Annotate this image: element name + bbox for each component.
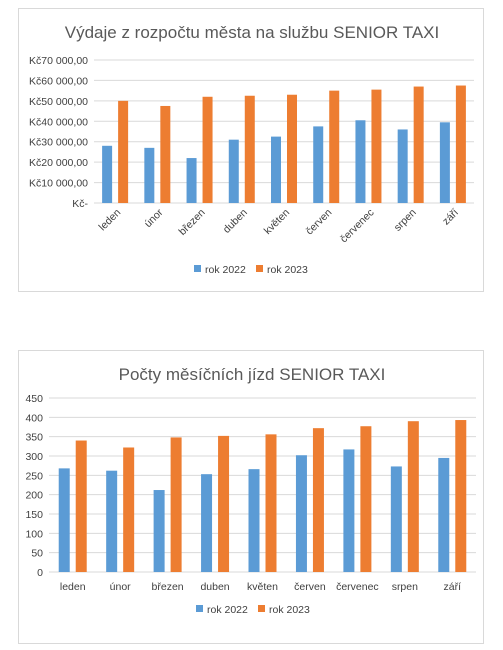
bar-2023-srpen [413,86,424,203]
y-tick-label: Kč- [72,198,88,210]
y-tick-label: Kč10 000,00 [29,178,88,190]
bar-2023-únor [123,447,135,572]
chart-rides-svg: Počty měsíčních jízd SENIOR TAXI 0 50 100 1… [25,365,476,616]
bar-2023-červenec [360,426,372,572]
y-tick-label: Kč60 000,00 [29,75,88,87]
x-tick-label: květen [247,581,278,593]
bar-2022-leden [58,468,70,572]
y-tick-label: 50 [31,548,43,560]
y-tick-label: 0 [37,567,43,579]
bar-2023-červen [312,428,324,572]
x-tick-label: duben [200,581,229,593]
legend-label-2023: rok 2023 [267,264,308,276]
bar-2022-duben [201,474,213,572]
y-tick-label: 450 [25,393,43,405]
x-tick-label: únor [142,206,166,230]
bar-2023-březen [202,96,213,203]
x-tick-label: leden [97,207,124,234]
y-tick-label: 350 [25,432,43,444]
bar-2022-červenec [343,449,355,572]
x-tick-label: srpen [392,207,419,234]
bar-2022-září [439,122,450,203]
x-tick-label: červen [294,581,326,593]
bar-2023-leden [118,100,129,203]
chart-expenditures-svg: Výdaje z rozpočtu města na službu SENIOR… [29,23,474,276]
x-tick-label: srpen [392,581,418,593]
bar-2023-leden [75,440,87,572]
chart-title: Výdaje z rozpočtu města na službu SENIOR… [65,23,439,42]
chart-expenditures: Výdaje z rozpočtu města na službu SENIOR… [18,8,484,292]
x-tick-label: červenec [338,207,377,246]
bar-2022-březen [153,490,165,572]
bar-2023-červen [329,90,340,203]
y-tick-label: 150 [25,509,43,521]
legend-label-2023: rok 2023 [269,604,310,616]
bar-2023-září [455,85,466,203]
legend-swatch-2022 [194,265,201,272]
chart-title: Počty měsíčních jízd SENIOR TAXI [119,365,386,384]
bar-2023-září [455,420,467,572]
bar-2022-březen [186,158,197,203]
y-tick-label: Kč50 000,00 [29,96,88,108]
chart-rides: Počty měsíčních jízd SENIOR TAXI 0 50 100 1… [18,350,484,644]
bar-2022-červenec [355,120,366,203]
legend-swatch-2022 [196,605,203,612]
y-tick-label: Kč70 000,00 [29,55,88,67]
x-tick-label: září [444,581,462,593]
x-tick-label: září [440,207,461,228]
bar-2023-duben [218,435,230,572]
bar-2023-srpen [407,421,419,572]
bar-2023-duben [244,95,255,203]
bar-2022-červen [295,455,307,572]
y-tick-label: 300 [25,451,43,463]
x-tick-label: březen [176,207,207,238]
bar-2022-květen [248,469,260,572]
x-tick-label: červen [304,207,335,238]
legend-swatch-2023 [258,605,265,612]
bar-2022-červen [313,126,324,203]
legend-swatch-2023 [256,265,263,272]
bar-2023-květen [265,434,277,572]
x-tick-label: březen [152,581,184,593]
bar-2023-květen [287,94,297,203]
x-tick-label: leden [60,581,86,593]
y-tick-label: Kč20 000,00 [29,157,88,169]
x-tick-label: červenec [336,581,379,593]
bar-2022-květen [271,136,281,203]
legend-label-2022: rok 2022 [207,604,248,616]
bar-2022-září [438,457,450,572]
bar-2023-červenec [371,89,382,203]
y-tick-label: Kč40 000,00 [29,116,88,128]
bar-2022-duben [228,139,239,203]
y-tick-label: 100 [25,528,43,540]
bar-2022-srpen [397,129,408,203]
y-tick-label: Kč30 000,00 [29,137,88,149]
y-tick-label: 200 [25,490,43,502]
bar-2023-únor [160,105,171,203]
x-tick-label: květen [262,207,292,237]
x-tick-label: duben [221,207,250,236]
y-tick-label: 250 [25,470,43,482]
x-tick-label: únor [110,581,132,593]
bar-2023-březen [170,437,182,572]
y-tick-label: 400 [25,412,43,424]
bar-2022-únor [106,470,118,572]
legend-label-2022: rok 2022 [205,264,246,276]
bar-2022-srpen [390,466,402,572]
bar-2022-leden [102,145,113,203]
bar-2022-únor [144,147,155,203]
